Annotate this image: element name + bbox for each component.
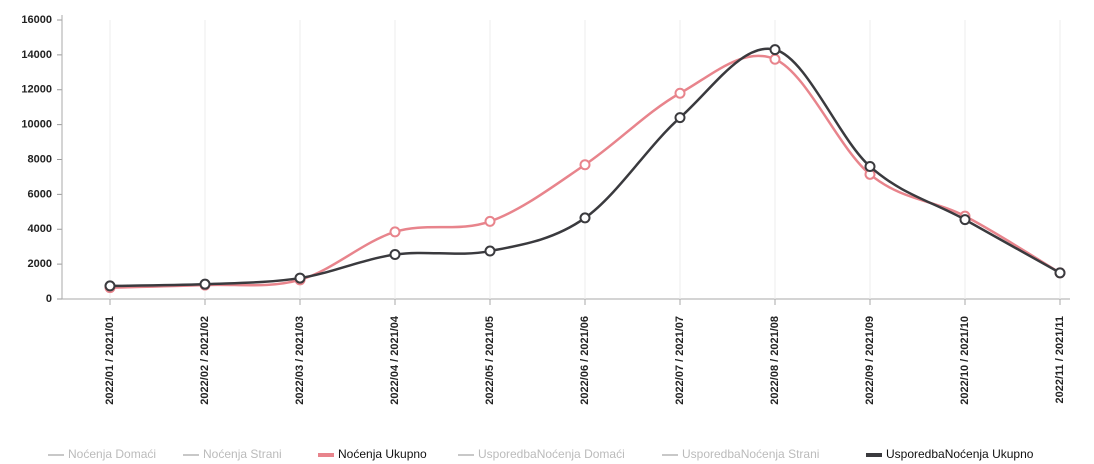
y-tick-label: 2000 — [28, 258, 52, 270]
legend-label: Noćenja Strani — [203, 447, 282, 461]
x-tick-label: 2022/09 / 2021/09 — [864, 316, 876, 405]
legend-item[interactable]: Noćenja Strani — [183, 447, 282, 461]
point — [959, 214, 971, 226]
x-tick-label: 2022/06 / 2021/06 — [579, 316, 591, 405]
legend-item[interactable]: Noćenja Domaći — [48, 447, 156, 461]
x-tick-label: 2022/02 / 2021/02 — [199, 316, 211, 405]
x-tick-label: 2022/05 / 2021/05 — [484, 316, 496, 405]
point — [579, 159, 591, 171]
point — [199, 278, 211, 290]
legend-item[interactable]: UsporedbaNoćenja Ukupno — [866, 447, 1034, 461]
x-tick-label: 2022/01 / 2021/01 — [104, 316, 116, 405]
y-tick-label: 4000 — [28, 223, 52, 235]
y-tick-label: 12000 — [21, 84, 52, 96]
point — [104, 280, 116, 292]
point — [769, 53, 781, 65]
legend-label: UsporedbaNoćenja Strani — [682, 447, 819, 461]
point — [674, 112, 686, 124]
point — [579, 212, 591, 224]
legend-label: UsporedbaNoćenja Ukupno — [886, 447, 1034, 461]
point — [389, 249, 401, 261]
series-line — [109, 47, 1061, 288]
point — [864, 160, 876, 172]
point — [294, 272, 306, 284]
x-tick-label: 2022/04 / 2021/04 — [389, 315, 401, 405]
point — [484, 215, 496, 227]
point — [1054, 267, 1066, 279]
point — [484, 245, 496, 257]
y-tick-label: 14000 — [21, 49, 52, 61]
series-line — [109, 54, 1061, 289]
legend-item[interactable]: Noćenja Ukupno — [318, 447, 427, 461]
point — [389, 226, 401, 238]
x-tick-label: 2022/10 / 2021/10 — [959, 316, 971, 405]
y-tick-label: 6000 — [28, 188, 52, 200]
legend-label: Noćenja Ukupno — [338, 447, 427, 461]
legend-item[interactable]: UsporedbaNoćenja Domaći — [458, 447, 625, 461]
x-tick-label: 2022/07 / 2021/07 — [674, 316, 686, 405]
legend-label: UsporedbaNoćenja Domaći — [478, 447, 625, 461]
x-tick-label: 2022/08 / 2021/08 — [769, 316, 781, 405]
y-tick-label: 16000 — [21, 14, 52, 26]
y-tick-label: 8000 — [28, 153, 52, 165]
x-tick-label: 2022/11 / 2021/11 — [1054, 316, 1066, 403]
y-tick-label: 0 — [46, 293, 52, 305]
legend-item[interactable]: UsporedbaNoćenja Strani — [662, 447, 819, 461]
x-tick-label: 2022/03 / 2021/03 — [294, 316, 306, 405]
point — [769, 44, 781, 56]
legend-label: Noćenja Domaći — [68, 447, 156, 461]
point — [674, 87, 686, 99]
y-tick-label: 10000 — [21, 119, 52, 131]
